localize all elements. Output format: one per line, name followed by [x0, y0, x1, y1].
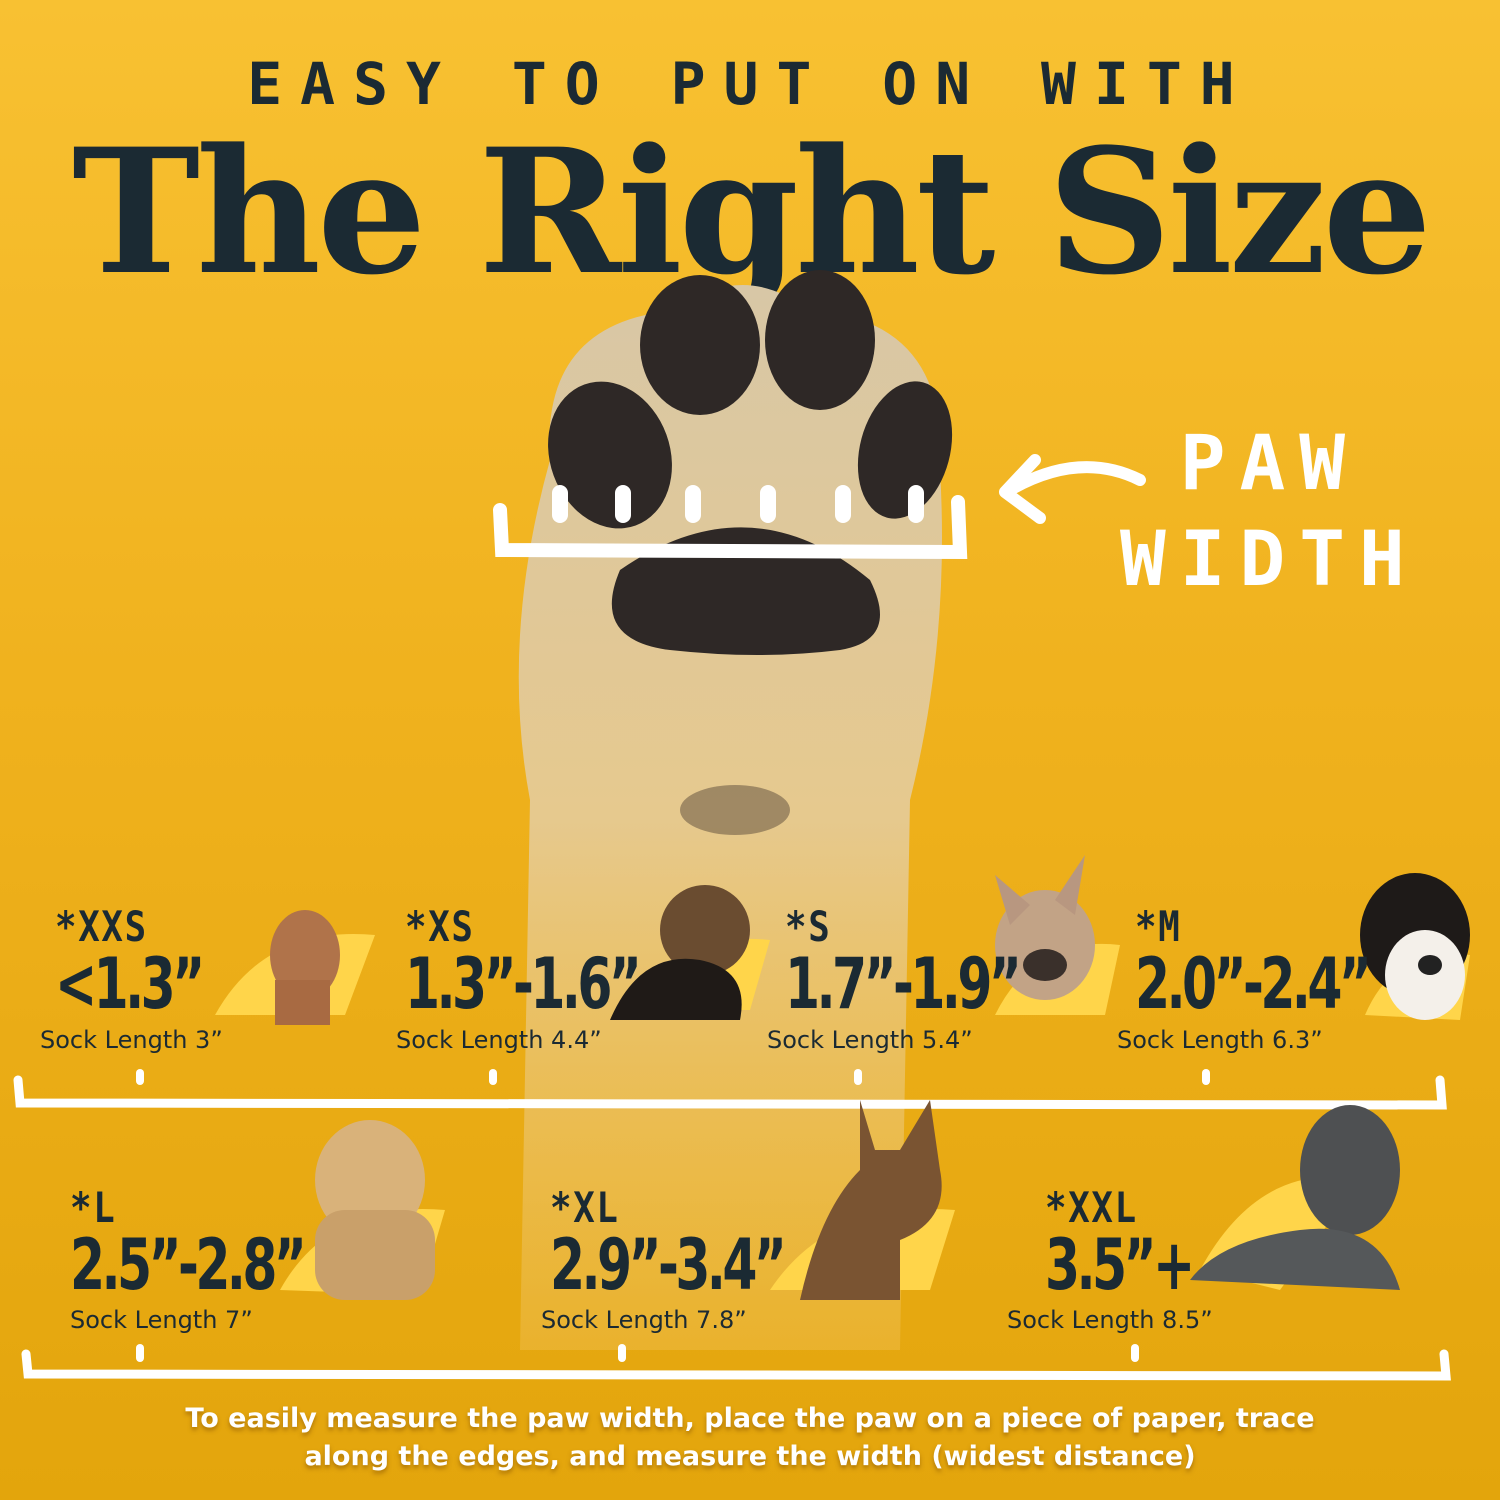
note-line2: along the edges, and measure the width (… — [304, 1441, 1196, 1472]
size-code: *XXL — [1045, 1183, 1138, 1232]
size-code: *L — [70, 1183, 117, 1232]
size-s: *S 1.7”-1.9” — [785, 902, 1109, 1025]
bernese-mountain-dog-image — [1360, 873, 1470, 1020]
size-range: 1.3”-1.6” — [405, 943, 642, 1025]
size-m: *M 2.0”-2.4” — [1135, 902, 1459, 1025]
sock-length: Sock Length 5.4” — [767, 1026, 973, 1054]
great-dane-image — [1190, 1105, 1400, 1290]
sock-length: Sock Length 7.8” — [541, 1306, 747, 1334]
size-range: 2.0”-2.4” — [1135, 943, 1372, 1025]
size-l: *L 2.5”-2.8” — [70, 1183, 394, 1306]
size-code: *XL — [550, 1183, 620, 1232]
size-range: 3.5”+ — [1045, 1224, 1195, 1306]
size-xl: *XL 2.9”-3.4” — [550, 1183, 874, 1306]
size-ruler-row2 — [21, 1344, 1451, 1381]
sock-length: Sock Length 4.4” — [396, 1026, 602, 1054]
sock-length: Sock Length 8.5” — [1007, 1306, 1213, 1334]
size-range: 2.9”-3.4” — [550, 1224, 787, 1306]
kicker-heading: EASY TO PUT ON WITH — [247, 50, 1253, 118]
arrow-left-icon — [999, 454, 1146, 524]
size-code: *M — [1135, 902, 1182, 951]
size-code: *S — [785, 902, 832, 951]
size-code: *XS — [405, 902, 475, 951]
paw-width-label: PAW WIDTH — [1120, 415, 1419, 607]
german-shepherd-image — [770, 1100, 955, 1300]
size-range: 1.7”-1.9” — [785, 943, 1022, 1025]
chihuahua-image — [215, 910, 375, 1025]
note-line1: To easily measure the paw width, place t… — [185, 1403, 1315, 1434]
measurement-instructions: To easily measure the paw width, place t… — [0, 1400, 1500, 1476]
size-xs: *XS 1.3”-1.6” — [405, 902, 729, 1025]
golden-retriever-image — [280, 1120, 445, 1300]
sock-length: Sock Length 3” — [40, 1026, 223, 1054]
size-ruler-row1 — [13, 1069, 1447, 1110]
page-title: The Right Size — [72, 110, 1432, 313]
size-code: *XXS — [55, 902, 148, 951]
size-range: 2.5”-2.8” — [70, 1224, 307, 1306]
size-xxl: *XXL 3.5”+ — [1045, 1183, 1249, 1306]
dog-paw-image — [493, 270, 968, 1350]
french-bulldog-image — [995, 855, 1120, 1015]
sock-length: Sock Length 7” — [70, 1306, 253, 1334]
sock-length: Sock Length 6.3” — [1117, 1026, 1323, 1054]
paw-label-line1: PAW — [1179, 418, 1360, 507]
paw-label-line2: WIDTH — [1120, 514, 1419, 603]
size-xxs: *XXS <1.3” — [55, 902, 259, 1025]
size-range: <1.3” — [55, 943, 205, 1025]
yorkshire-terrier-image — [610, 885, 770, 1020]
